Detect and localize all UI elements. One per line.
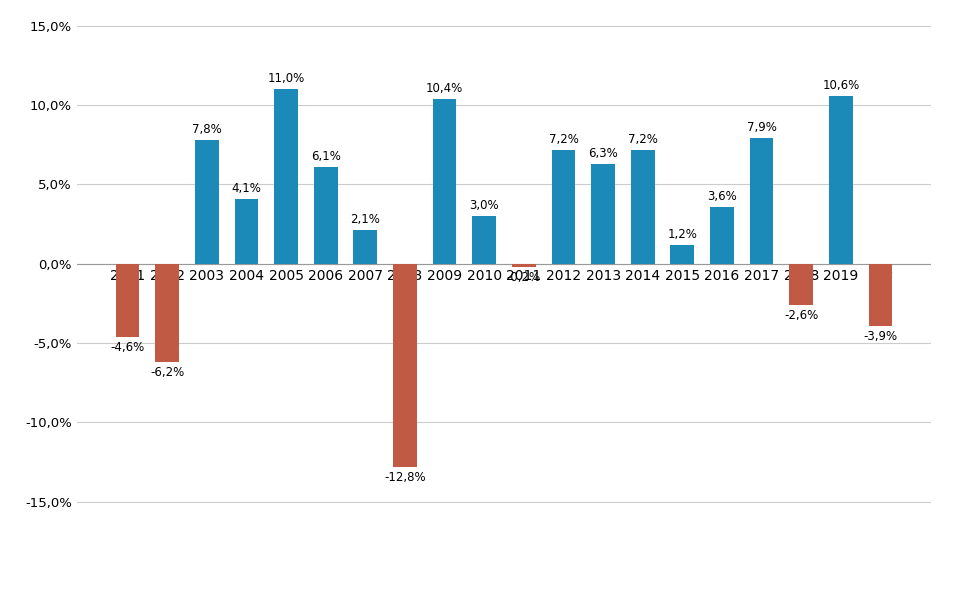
- Text: -4,6%: -4,6%: [110, 341, 145, 353]
- Bar: [275, 90, 298, 264]
- Text: 7,2%: 7,2%: [628, 133, 658, 146]
- Bar: [433, 99, 456, 264]
- Bar: [472, 216, 496, 264]
- Bar: [789, 264, 813, 305]
- Bar: [591, 164, 615, 264]
- Bar: [552, 149, 575, 264]
- Text: 6,1%: 6,1%: [311, 150, 341, 163]
- Bar: [710, 207, 733, 264]
- Text: -2,6%: -2,6%: [784, 309, 818, 322]
- Bar: [828, 96, 852, 264]
- Text: 3,6%: 3,6%: [708, 190, 737, 202]
- Text: 11,0%: 11,0%: [268, 72, 304, 85]
- Text: -3,9%: -3,9%: [863, 330, 898, 343]
- Text: 2,1%: 2,1%: [350, 214, 380, 226]
- Text: 10,6%: 10,6%: [822, 79, 859, 92]
- Bar: [353, 230, 377, 264]
- Text: 6,3%: 6,3%: [588, 147, 618, 160]
- Text: 7,8%: 7,8%: [192, 123, 222, 136]
- Bar: [234, 199, 258, 264]
- Text: 3,0%: 3,0%: [469, 199, 499, 212]
- Text: 10,4%: 10,4%: [426, 82, 463, 95]
- Bar: [393, 264, 417, 467]
- Bar: [314, 167, 338, 264]
- Text: 7,2%: 7,2%: [548, 133, 578, 146]
- Text: 1,2%: 1,2%: [667, 227, 697, 241]
- Bar: [512, 264, 536, 267]
- Bar: [631, 149, 655, 264]
- Text: -6,2%: -6,2%: [150, 366, 184, 379]
- Text: 4,1%: 4,1%: [231, 181, 261, 195]
- Bar: [156, 264, 180, 362]
- Bar: [195, 140, 219, 264]
- Bar: [750, 139, 774, 264]
- Bar: [115, 264, 139, 337]
- Bar: [670, 245, 694, 264]
- Bar: [869, 264, 893, 325]
- Text: -0,2%: -0,2%: [507, 271, 540, 284]
- Text: 7,9%: 7,9%: [747, 121, 777, 134]
- Text: -12,8%: -12,8%: [384, 470, 425, 484]
